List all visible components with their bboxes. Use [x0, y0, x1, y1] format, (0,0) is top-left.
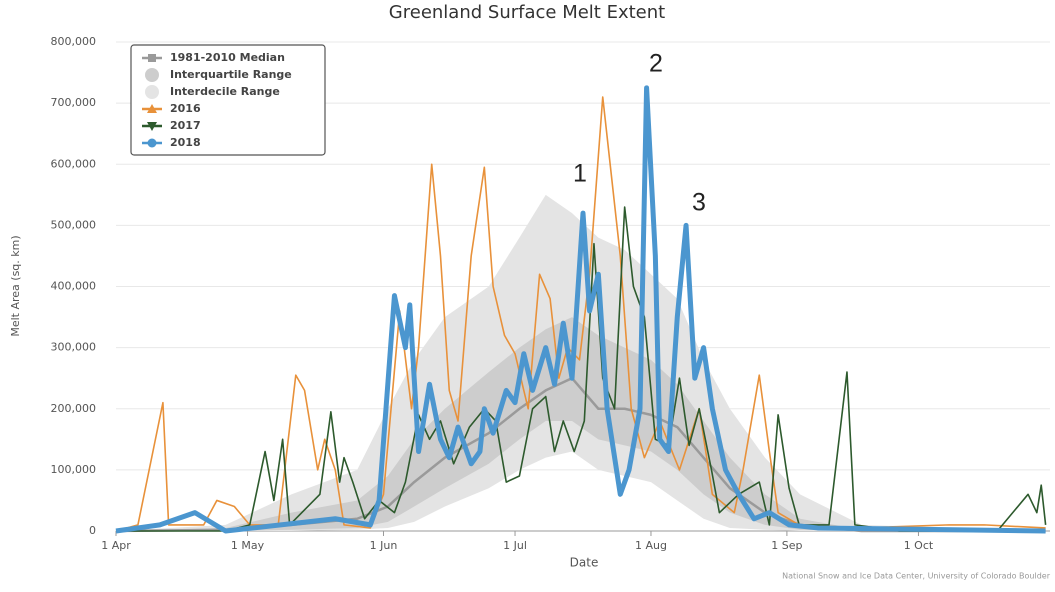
chart-title: Greenland Surface Melt Extent	[389, 2, 665, 23]
y-tick-label: 200,000	[51, 402, 97, 415]
series-line	[116, 206, 1047, 532]
x-tick-label: 1 May	[231, 539, 265, 552]
legend-marker	[147, 122, 157, 131]
band	[116, 317, 1046, 531]
annotation: 2	[649, 50, 663, 78]
x-tick-label: 1 Aug	[635, 539, 667, 552]
series-line	[115, 96, 1046, 532]
y-tick-label: 500,000	[51, 218, 97, 231]
legend-marker	[147, 138, 157, 148]
legend-marker	[147, 104, 157, 113]
legend-marker	[148, 54, 156, 62]
legend-swatch	[145, 68, 159, 82]
annotation: 1	[573, 160, 587, 188]
x-tick-label: 1 Apr	[101, 539, 131, 552]
x-tick-label: 1 Sep	[771, 539, 802, 552]
legend-label: Interdecile Range	[170, 85, 280, 98]
y-tick-label: 300,000	[51, 341, 97, 354]
legend: 1981-2010 Median Interquartile Range Inter…	[130, 44, 326, 156]
x-axis-label: Date	[570, 556, 599, 570]
legend-label: Interquartile Range	[170, 68, 292, 81]
legend-label: 1981-2010 Median	[170, 51, 285, 64]
y-tick-label: 0	[89, 524, 96, 537]
legend-label: 2016	[170, 102, 201, 115]
x-tick-label: 1 Jun	[370, 539, 398, 552]
y-tick-label: 400,000	[51, 280, 97, 293]
source: National Snow and Ice Data Center, Unive…	[782, 572, 1051, 581]
legend-box	[130, 44, 326, 156]
annotation: 3	[692, 189, 706, 217]
y-tick-label: 100,000	[51, 463, 97, 476]
y-tick-label: 600,000	[51, 157, 97, 170]
y-tick-label: 800,000	[51, 35, 97, 48]
series-line	[115, 85, 1046, 534]
legend-label: 2017	[170, 119, 201, 132]
legend-label: 2018	[170, 136, 201, 149]
legend-swatch	[145, 85, 159, 99]
y-tick-label: 700,000	[51, 96, 97, 109]
y-axis-label: Melt Area (sq. km)	[9, 235, 22, 336]
x-tick-label: 1 Oct	[904, 539, 934, 552]
x-tick-label: 1 Jul	[503, 539, 527, 552]
